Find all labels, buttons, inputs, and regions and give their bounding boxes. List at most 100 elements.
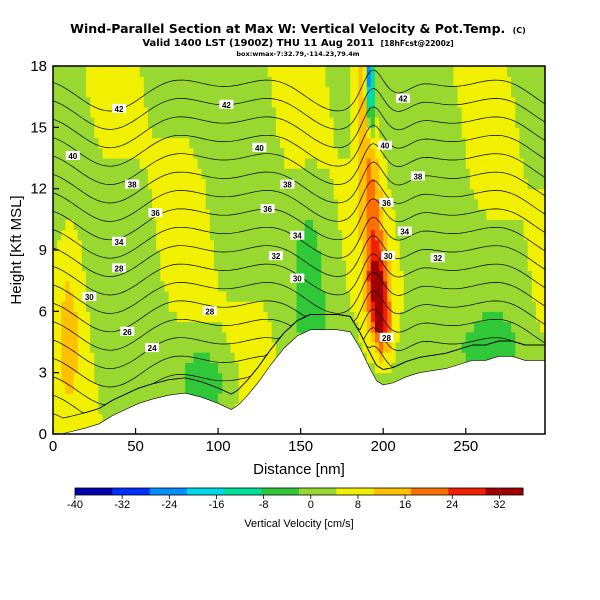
velocity-cell bbox=[119, 290, 124, 302]
velocity-cell bbox=[292, 168, 298, 180]
velocity-cell bbox=[193, 321, 199, 333]
velocity-cell bbox=[147, 270, 153, 282]
velocity-cell bbox=[123, 270, 128, 282]
velocity-cell bbox=[271, 239, 277, 251]
velocity-cell bbox=[540, 117, 545, 128]
velocity-cell bbox=[77, 270, 83, 282]
velocity-cell bbox=[465, 137, 471, 149]
velocity-cell bbox=[222, 158, 227, 169]
velocity-cell bbox=[420, 219, 426, 231]
velocity-cell bbox=[152, 188, 157, 200]
velocity-cell bbox=[511, 106, 516, 118]
velocity-cell bbox=[387, 372, 393, 384]
velocity-cell bbox=[383, 321, 388, 333]
velocity-cell bbox=[180, 342, 186, 353]
velocity-cell bbox=[189, 168, 194, 180]
velocity-cell bbox=[222, 352, 227, 364]
velocity-cell bbox=[540, 219, 545, 231]
velocity-cell bbox=[189, 106, 194, 118]
velocity-cell bbox=[123, 137, 128, 149]
velocity-cell bbox=[271, 352, 277, 364]
velocity-cell bbox=[176, 127, 182, 139]
velocity-cell bbox=[77, 117, 83, 128]
theta-label: 40 bbox=[68, 152, 77, 161]
velocity-cell bbox=[519, 301, 525, 312]
velocity-cell bbox=[164, 209, 170, 220]
velocity-cell bbox=[185, 178, 190, 190]
velocity-cell bbox=[465, 260, 471, 272]
velocity-cell bbox=[189, 209, 194, 220]
velocity-cell bbox=[143, 158, 149, 169]
velocity-cell bbox=[321, 127, 327, 139]
velocity-cell bbox=[337, 188, 343, 200]
velocity-cell bbox=[234, 270, 240, 282]
velocity-cell bbox=[98, 106, 104, 118]
velocity-cell bbox=[341, 168, 347, 180]
velocity-cell bbox=[263, 219, 269, 231]
colorbar-tick-label: 16 bbox=[399, 499, 411, 511]
velocity-cell bbox=[275, 106, 281, 118]
velocity-cell bbox=[123, 280, 128, 292]
velocity-cell bbox=[152, 382, 157, 394]
velocity-cell bbox=[358, 331, 364, 343]
velocity-cell bbox=[193, 239, 199, 251]
velocity-cell bbox=[519, 352, 525, 364]
velocity-cell bbox=[81, 352, 87, 364]
velocity-cell bbox=[65, 168, 71, 180]
colorbar: -40 -32 -24 -16 -8 0 8 16 24 32 bbox=[67, 487, 524, 511]
velocity-cell bbox=[469, 158, 475, 169]
velocity-cell bbox=[457, 352, 463, 364]
velocity-cell bbox=[135, 127, 141, 139]
velocity-cell bbox=[540, 321, 545, 333]
velocity-cell bbox=[280, 96, 285, 108]
velocity-cell bbox=[507, 178, 512, 190]
velocity-cell bbox=[346, 168, 351, 180]
velocity-cell bbox=[490, 158, 496, 169]
velocity-cell bbox=[123, 96, 128, 108]
velocity-cell bbox=[366, 198, 372, 210]
velocity-cell bbox=[519, 127, 525, 139]
velocity-cell bbox=[222, 311, 227, 323]
velocity-cell bbox=[358, 260, 364, 272]
velocity-cell bbox=[494, 301, 500, 312]
velocity-cell bbox=[152, 270, 157, 282]
velocity-cell bbox=[531, 270, 537, 282]
velocity-cell bbox=[366, 96, 372, 108]
velocity-cell bbox=[205, 137, 211, 149]
velocity-cell bbox=[387, 362, 393, 374]
velocity-cell bbox=[53, 137, 58, 149]
velocity-cell bbox=[275, 147, 281, 159]
velocity-cell bbox=[449, 127, 454, 139]
velocity-cell bbox=[432, 321, 438, 333]
velocity-cell bbox=[486, 280, 492, 292]
velocity-cell bbox=[267, 352, 273, 364]
velocity-cell bbox=[341, 321, 347, 333]
velocity-cell bbox=[515, 86, 521, 98]
velocity-cell bbox=[119, 117, 124, 128]
velocity-cell bbox=[185, 209, 190, 220]
velocity-cell bbox=[57, 372, 62, 384]
velocity-cell bbox=[251, 321, 256, 333]
velocity-cell bbox=[535, 158, 541, 169]
velocity-cell bbox=[114, 76, 120, 88]
velocity-cell bbox=[296, 219, 302, 231]
velocity-cell bbox=[428, 168, 434, 180]
velocity-cell bbox=[527, 158, 533, 169]
velocity-cell bbox=[490, 178, 496, 190]
velocity-cell bbox=[416, 137, 421, 149]
velocity-cell bbox=[436, 301, 442, 312]
theta-label: 38 bbox=[283, 181, 292, 190]
velocity-cell bbox=[271, 158, 277, 169]
velocity-cell bbox=[374, 362, 380, 374]
velocity-cell bbox=[275, 117, 281, 128]
velocity-cell bbox=[329, 198, 335, 210]
velocity-cell bbox=[465, 147, 471, 159]
velocity-cell bbox=[507, 127, 512, 139]
velocity-cell bbox=[407, 168, 413, 180]
velocity-cell bbox=[222, 270, 227, 282]
velocity-cell bbox=[114, 290, 120, 302]
velocity-cell bbox=[131, 158, 137, 169]
velocity-cell bbox=[280, 280, 285, 292]
velocity-cell bbox=[486, 168, 492, 180]
velocity-cell bbox=[457, 290, 463, 302]
